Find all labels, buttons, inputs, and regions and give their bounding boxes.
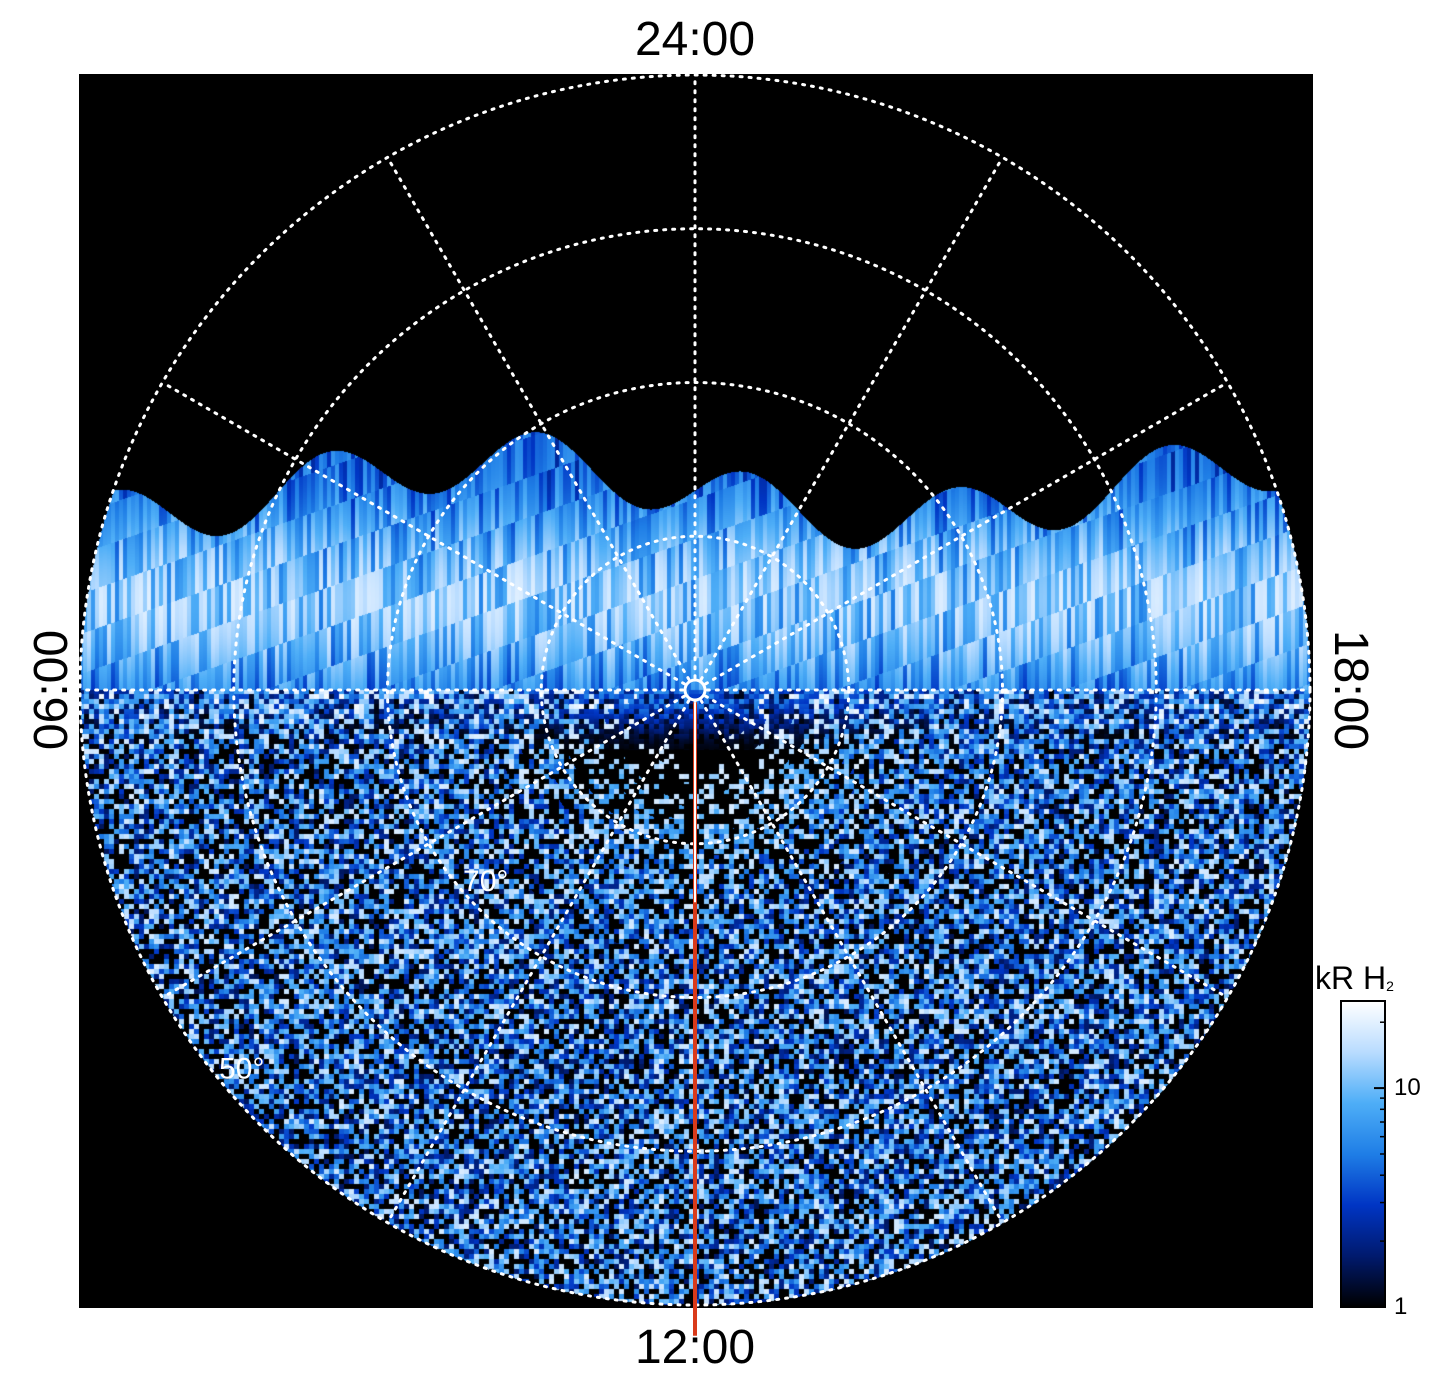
colorbar-tick-label-10: 10 <box>1394 1074 1421 1102</box>
local-time-label-left: 06:00 <box>25 629 78 751</box>
polar-projection-heatmap <box>79 74 1313 1308</box>
colorbar-title-main: kR H <box>1315 960 1387 996</box>
colorbar-tick-label-1: 1 <box>1394 1293 1408 1320</box>
colorbar-gradient <box>1340 1000 1386 1308</box>
local-time-label-bottom: 12:00 <box>634 1321 756 1374</box>
colorbar-title: kR H2 <box>1315 960 1394 997</box>
colorbar-title-subscript: 2 <box>1386 978 1394 994</box>
colorbar <box>1340 1000 1386 1308</box>
local-time-label-right: 18:00 <box>1324 629 1377 751</box>
local-time-label-top: 24:00 <box>634 13 756 66</box>
